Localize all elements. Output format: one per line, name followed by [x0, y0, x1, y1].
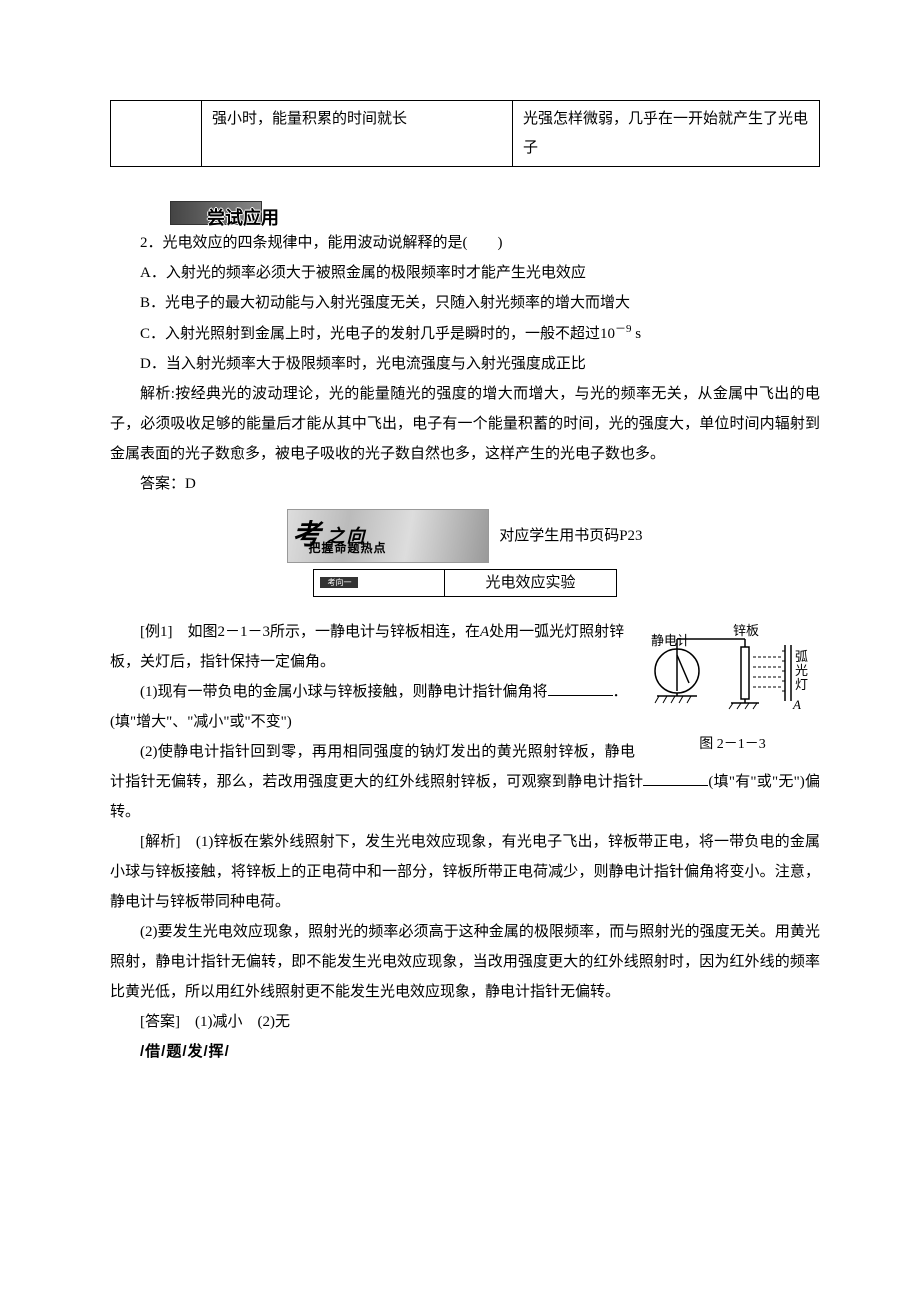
analysis-q2: 解析:按经典光的波动理论，光的能量随光的强度的增大而增大，与光的频率无关，从金属…	[110, 379, 820, 469]
ex1-stem-pre: [例1] 如图2－1－3所示，一静电计与锌板相连，在	[140, 624, 480, 640]
exam-direction-row: 考 之向 把握命题热点 对应学生用书页码P23	[110, 509, 820, 563]
option-c-exp: －9	[615, 323, 632, 335]
label-electrometer: 静电计	[651, 633, 690, 648]
label-lamp-1: 弧	[795, 649, 808, 664]
label-zinc: 锌板	[733, 623, 759, 638]
table-cell-right: 光强怎样微弱，几乎在一开始就产生了光电子	[513, 101, 820, 167]
page-reference: 对应学生用书页码P23	[499, 521, 642, 551]
exam-direction-graphic: 考 之向 把握命题热点	[287, 509, 489, 563]
topic-box-wrap: 考向一 光电效应实验	[110, 563, 820, 617]
section-banner-try-apply: 尝试应用	[110, 197, 820, 228]
topic-tag: 考向一	[314, 570, 445, 596]
topic-box: 考向一 光电效应实验	[313, 569, 616, 597]
topic-tag-label: 考向一	[320, 577, 358, 588]
banner-text: 尝试应用	[177, 200, 279, 236]
label-lamp-3: 灯	[795, 677, 808, 692]
circuit-diagram-svg: 静电计 锌板 弧 光 灯 A	[645, 621, 820, 731]
answer-q2: 答案：D	[110, 469, 820, 499]
blank-1	[548, 681, 613, 696]
example-1-answer: [答案] (1)减小 (2)无	[110, 1007, 820, 1037]
option-c-pre: C．入射光照射到金属上时，光电子的发射几乎是瞬时的，一般不超过10	[140, 326, 615, 342]
footer-hint: /借/题/发/挥/	[110, 1037, 820, 1067]
blank-2	[643, 771, 708, 786]
example-1-analysis-p2: (2)要发生光电效应现象，照射光的频率必须高于这种金属的极限频率，而与照射光的强…	[110, 917, 820, 1007]
label-lamp-2: 光	[795, 663, 808, 678]
option-c-post: s	[632, 326, 642, 342]
label-A: A	[792, 697, 801, 712]
ex1-q1-text: (1)现有一带负电的金属小球与锌板接触，则静电计指针偏角将	[140, 684, 548, 700]
topic-title: 光电效应实验	[445, 570, 615, 596]
option-c: C．入射光照射到金属上时，光电子的发射几乎是瞬时的，一般不超过10－9 s	[110, 318, 820, 349]
footer-hint-text: /借/题/发/挥/	[140, 1043, 230, 1060]
sub-line: 把握命题热点	[308, 536, 386, 560]
top-table-fragment: 强小时，能量积累的时间就长 光强怎样微弱，几乎在一开始就产生了光电子	[110, 100, 820, 167]
figure-caption: 图 2－1－3	[645, 731, 820, 759]
example-1-analysis-p1: [解析] (1)锌板在紫外线照射下，发生光电效应现象，有光电子飞出，锌板带正电，…	[110, 827, 820, 917]
ex1-q2-pre: (2)使静电计指针回到零，再用相同强度的钠灯发出的黄光照射锌板，静电计指针无偏转…	[110, 744, 643, 790]
figure-2-1-3: 静电计 锌板 弧 光 灯 A 图 2－1－3	[645, 621, 820, 759]
option-b: B．光电子的最大初动能与入射光强度无关，只随入射光频率的增大而增大	[110, 288, 820, 318]
option-d: D．当入射光频率大于极限频率时，光电流强度与入射光强度成正比	[110, 349, 820, 379]
table-cell-empty	[111, 101, 202, 167]
ex1-A: A	[480, 624, 489, 640]
table-cell-left: 强小时，能量积累的时间就长	[202, 101, 513, 167]
option-a: A．入射光的频率必须大于被照金属的极限频率时才能产生光电效应	[110, 258, 820, 288]
